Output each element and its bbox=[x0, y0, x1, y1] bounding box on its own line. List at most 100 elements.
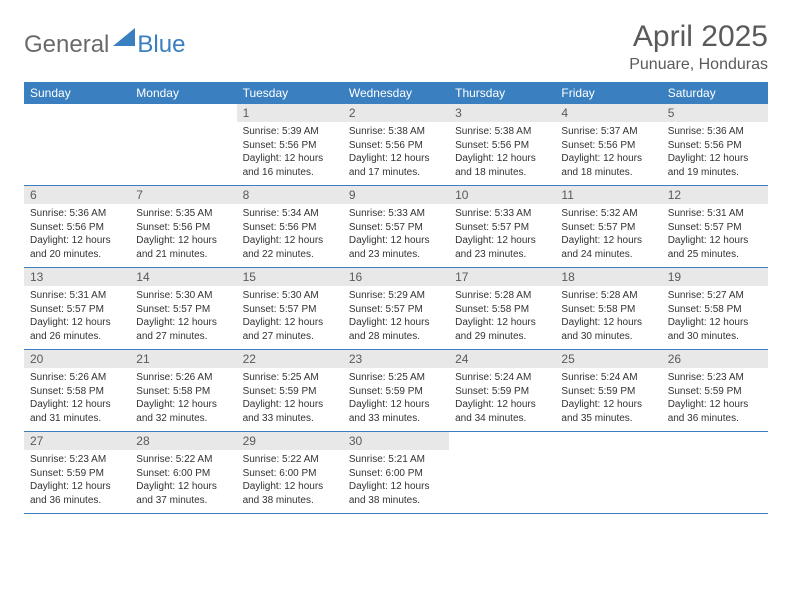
day-details: Sunrise: 5:26 AMSunset: 5:58 PMDaylight:… bbox=[24, 368, 130, 431]
day-details: Sunrise: 5:36 AMSunset: 5:56 PMDaylight:… bbox=[662, 122, 768, 185]
day-header: Saturday bbox=[662, 82, 768, 104]
day-details: Sunrise: 5:27 AMSunset: 5:58 PMDaylight:… bbox=[662, 286, 768, 349]
header: General Blue April 2025 Punuare, Hondura… bbox=[24, 20, 768, 74]
day-number: 16 bbox=[343, 268, 449, 286]
day-number: 18 bbox=[555, 268, 661, 286]
day-header: Sunday bbox=[24, 82, 130, 104]
day-details: Sunrise: 5:35 AMSunset: 5:56 PMDaylight:… bbox=[130, 204, 236, 267]
calendar-cell: 1Sunrise: 5:39 AMSunset: 5:56 PMDaylight… bbox=[237, 104, 343, 186]
day-number: 2 bbox=[343, 104, 449, 122]
day-details: Sunrise: 5:21 AMSunset: 6:00 PMDaylight:… bbox=[343, 450, 449, 513]
calendar-cell: 16Sunrise: 5:29 AMSunset: 5:57 PMDayligh… bbox=[343, 268, 449, 350]
calendar-cell: 21Sunrise: 5:26 AMSunset: 5:58 PMDayligh… bbox=[130, 350, 236, 432]
calendar-cell: .... bbox=[662, 432, 768, 514]
title-block: April 2025 Punuare, Honduras bbox=[629, 20, 768, 74]
day-header: Tuesday bbox=[237, 82, 343, 104]
calendar-cell: 5Sunrise: 5:36 AMSunset: 5:56 PMDaylight… bbox=[662, 104, 768, 186]
day-details: Sunrise: 5:30 AMSunset: 5:57 PMDaylight:… bbox=[237, 286, 343, 349]
day-number: 26 bbox=[662, 350, 768, 368]
day-number: 3 bbox=[449, 104, 555, 122]
calendar-week-row: 6Sunrise: 5:36 AMSunset: 5:56 PMDaylight… bbox=[24, 186, 768, 268]
day-details: Sunrise: 5:22 AMSunset: 6:00 PMDaylight:… bbox=[130, 450, 236, 513]
day-details: Sunrise: 5:23 AMSunset: 5:59 PMDaylight:… bbox=[662, 368, 768, 431]
day-number: 4 bbox=[555, 104, 661, 122]
calendar-head: SundayMondayTuesdayWednesdayThursdayFrid… bbox=[24, 82, 768, 104]
calendar-cell: .... bbox=[555, 432, 661, 514]
calendar-cell: 30Sunrise: 5:21 AMSunset: 6:00 PMDayligh… bbox=[343, 432, 449, 514]
brand-logo: General Blue bbox=[24, 20, 185, 61]
calendar-cell: 24Sunrise: 5:24 AMSunset: 5:59 PMDayligh… bbox=[449, 350, 555, 432]
calendar-cell: 14Sunrise: 5:30 AMSunset: 5:57 PMDayligh… bbox=[130, 268, 236, 350]
day-number: 21 bbox=[130, 350, 236, 368]
calendar-cell: 23Sunrise: 5:25 AMSunset: 5:59 PMDayligh… bbox=[343, 350, 449, 432]
calendar-week-row: 27Sunrise: 5:23 AMSunset: 5:59 PMDayligh… bbox=[24, 432, 768, 514]
day-details: Sunrise: 5:39 AMSunset: 5:56 PMDaylight:… bbox=[237, 122, 343, 185]
calendar-cell: 28Sunrise: 5:22 AMSunset: 6:00 PMDayligh… bbox=[130, 432, 236, 514]
day-details: Sunrise: 5:31 AMSunset: 5:57 PMDaylight:… bbox=[662, 204, 768, 267]
calendar-cell: 20Sunrise: 5:26 AMSunset: 5:58 PMDayligh… bbox=[24, 350, 130, 432]
calendar-cell: 22Sunrise: 5:25 AMSunset: 5:59 PMDayligh… bbox=[237, 350, 343, 432]
day-details: Sunrise: 5:23 AMSunset: 5:59 PMDaylight:… bbox=[24, 450, 130, 513]
day-details: Sunrise: 5:34 AMSunset: 5:56 PMDaylight:… bbox=[237, 204, 343, 267]
day-number: 22 bbox=[237, 350, 343, 368]
day-header: Wednesday bbox=[343, 82, 449, 104]
day-details: Sunrise: 5:25 AMSunset: 5:59 PMDaylight:… bbox=[343, 368, 449, 431]
day-number: 24 bbox=[449, 350, 555, 368]
calendar-cell: .... bbox=[130, 104, 236, 186]
day-number: 6 bbox=[24, 186, 130, 204]
day-details: Sunrise: 5:33 AMSunset: 5:57 PMDaylight:… bbox=[449, 204, 555, 267]
day-details: Sunrise: 5:37 AMSunset: 5:56 PMDaylight:… bbox=[555, 122, 661, 185]
day-details: Sunrise: 5:31 AMSunset: 5:57 PMDaylight:… bbox=[24, 286, 130, 349]
day-details: Sunrise: 5:26 AMSunset: 5:58 PMDaylight:… bbox=[130, 368, 236, 431]
day-details: Sunrise: 5:22 AMSunset: 6:00 PMDaylight:… bbox=[237, 450, 343, 513]
calendar-cell: 26Sunrise: 5:23 AMSunset: 5:59 PMDayligh… bbox=[662, 350, 768, 432]
day-number: 13 bbox=[24, 268, 130, 286]
calendar-cell: 25Sunrise: 5:24 AMSunset: 5:59 PMDayligh… bbox=[555, 350, 661, 432]
calendar-cell: 9Sunrise: 5:33 AMSunset: 5:57 PMDaylight… bbox=[343, 186, 449, 268]
calendar-cell: 15Sunrise: 5:30 AMSunset: 5:57 PMDayligh… bbox=[237, 268, 343, 350]
day-number: 9 bbox=[343, 186, 449, 204]
brand-part1: General bbox=[24, 31, 109, 59]
day-details: Sunrise: 5:29 AMSunset: 5:57 PMDaylight:… bbox=[343, 286, 449, 349]
calendar-cell: 19Sunrise: 5:27 AMSunset: 5:58 PMDayligh… bbox=[662, 268, 768, 350]
calendar-cell: 12Sunrise: 5:31 AMSunset: 5:57 PMDayligh… bbox=[662, 186, 768, 268]
calendar-cell: 6Sunrise: 5:36 AMSunset: 5:56 PMDaylight… bbox=[24, 186, 130, 268]
calendar-cell: 10Sunrise: 5:33 AMSunset: 5:57 PMDayligh… bbox=[449, 186, 555, 268]
day-details: Sunrise: 5:36 AMSunset: 5:56 PMDaylight:… bbox=[24, 204, 130, 267]
page-title: April 2025 bbox=[629, 20, 768, 54]
day-details: Sunrise: 5:24 AMSunset: 5:59 PMDaylight:… bbox=[555, 368, 661, 431]
day-number: 23 bbox=[343, 350, 449, 368]
calendar-week-row: 20Sunrise: 5:26 AMSunset: 5:58 PMDayligh… bbox=[24, 350, 768, 432]
day-number: 10 bbox=[449, 186, 555, 204]
day-details: Sunrise: 5:38 AMSunset: 5:56 PMDaylight:… bbox=[449, 122, 555, 185]
day-details: Sunrise: 5:30 AMSunset: 5:57 PMDaylight:… bbox=[130, 286, 236, 349]
day-number: 27 bbox=[24, 432, 130, 450]
calendar-cell: 2Sunrise: 5:38 AMSunset: 5:56 PMDaylight… bbox=[343, 104, 449, 186]
calendar-cell: .... bbox=[449, 432, 555, 514]
day-header-row: SundayMondayTuesdayWednesdayThursdayFrid… bbox=[24, 82, 768, 104]
day-details: Sunrise: 5:33 AMSunset: 5:57 PMDaylight:… bbox=[343, 204, 449, 267]
brand-part2: Blue bbox=[137, 31, 185, 59]
calendar-cell: 18Sunrise: 5:28 AMSunset: 5:58 PMDayligh… bbox=[555, 268, 661, 350]
day-number: 19 bbox=[662, 268, 768, 286]
day-header: Thursday bbox=[449, 82, 555, 104]
day-header: Friday bbox=[555, 82, 661, 104]
day-details: Sunrise: 5:24 AMSunset: 5:59 PMDaylight:… bbox=[449, 368, 555, 431]
calendar-page: General Blue April 2025 Punuare, Hondura… bbox=[0, 0, 792, 612]
day-details: Sunrise: 5:28 AMSunset: 5:58 PMDaylight:… bbox=[449, 286, 555, 349]
day-number: 14 bbox=[130, 268, 236, 286]
day-number: 15 bbox=[237, 268, 343, 286]
day-number: 7 bbox=[130, 186, 236, 204]
calendar-cell: 4Sunrise: 5:37 AMSunset: 5:56 PMDaylight… bbox=[555, 104, 661, 186]
calendar-table: SundayMondayTuesdayWednesdayThursdayFrid… bbox=[24, 82, 768, 514]
day-number: 30 bbox=[343, 432, 449, 450]
day-details: Sunrise: 5:28 AMSunset: 5:58 PMDaylight:… bbox=[555, 286, 661, 349]
day-number: 5 bbox=[662, 104, 768, 122]
day-number: 28 bbox=[130, 432, 236, 450]
calendar-cell: 11Sunrise: 5:32 AMSunset: 5:57 PMDayligh… bbox=[555, 186, 661, 268]
calendar-cell: 13Sunrise: 5:31 AMSunset: 5:57 PMDayligh… bbox=[24, 268, 130, 350]
day-number: 1 bbox=[237, 104, 343, 122]
calendar-cell: 27Sunrise: 5:23 AMSunset: 5:59 PMDayligh… bbox=[24, 432, 130, 514]
day-number: 17 bbox=[449, 268, 555, 286]
calendar-cell: 29Sunrise: 5:22 AMSunset: 6:00 PMDayligh… bbox=[237, 432, 343, 514]
